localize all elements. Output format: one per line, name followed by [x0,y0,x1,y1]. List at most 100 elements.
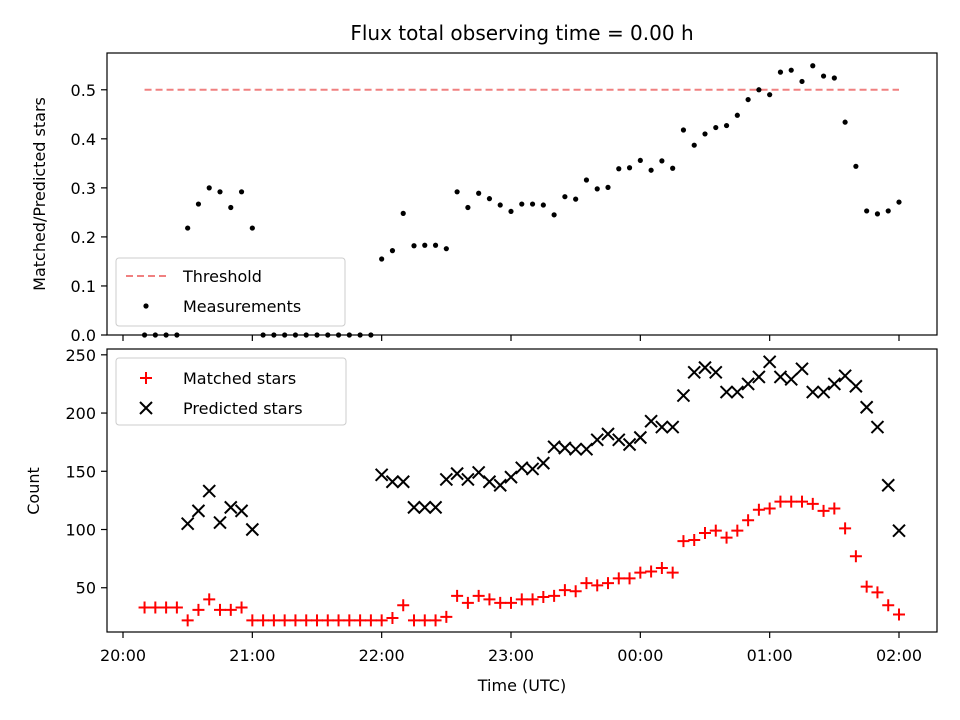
predicted-star-point [859,400,874,414]
bottom-panel-plot [138,355,906,627]
predicted-star-point [525,462,540,476]
matched-star-point [300,614,313,627]
measurement-point [400,210,406,216]
predicted-star-point [418,500,432,515]
bottom-panel-frame [106,348,938,633]
predicted-star-point [827,377,842,391]
x-tick-label: 21:00 [229,646,275,665]
measurement-point [583,177,590,183]
legend-predicted-swatch [139,401,153,415]
measurement-point [767,92,773,98]
predicted-star-point [558,441,572,455]
matched-star-point [278,614,291,627]
y-tick-label: 150 [65,462,96,481]
matched-star-point [149,601,162,614]
predicted-star-point [547,440,561,454]
predicted-star-point [396,475,410,489]
measurement-point [842,119,848,125]
y-tick-label: 0.4 [71,130,96,149]
predicted-star-point [612,433,626,447]
bottom-panel-xticks: 20:00 21:00 22:00 23:00 00:00 01:00 02:00 [100,632,922,665]
matched-star-point [429,614,442,627]
measurement-point [745,96,751,103]
predicted-star-point [741,377,755,391]
predicted-star-point [773,370,788,384]
measurement-point [249,225,255,231]
y-tick-label: 50 [76,579,96,598]
measurement-point [734,112,740,118]
measurement-point [756,87,762,93]
measurement-point [476,190,482,196]
matched-star-point [731,524,744,537]
predicted-star-point [795,362,809,376]
measurement-point [659,158,665,164]
predicted-star-point [191,504,206,518]
x-axis-label: Time (UTC) [477,676,566,695]
top-panel: 0.0 0.1 0.2 0.3 0.4 0.5 Matched/Predicted sta… [30,52,938,345]
x-tick-label: 20:00 [100,646,146,665]
y-tick-label: 250 [65,346,96,365]
top-panel-xticks [122,335,900,341]
matched-star-point [214,603,226,616]
measurement-point [228,204,234,211]
predicted-star-point [213,515,227,530]
legend-matched-swatch [140,372,152,384]
predicted-star-point [224,500,238,515]
top-legend-box [115,257,346,327]
matched-star-point [257,614,270,627]
matched-star-point [192,603,205,616]
matched-star-point [752,503,765,516]
matched-star-point [602,577,614,590]
matched-star-point [720,531,733,544]
bottom-panel: 50 100 150 200 250 20:00 21:00 22:00 23:00 00:00… [24,346,938,695]
matched-star-point [871,586,884,599]
matched-star-point [893,608,905,621]
x-tick-label: 23:00 [488,646,534,665]
predicted-star-point [676,388,691,403]
measurement-point [691,142,697,148]
top-panel-frame [106,52,938,336]
predicted-star-point [202,484,216,498]
predicted-star-point [762,355,777,369]
matched-star-point [796,495,808,508]
measurement-point [206,185,212,191]
predicted-star-point [633,430,648,445]
matched-star-point [548,589,561,602]
predicted-star-point [892,523,906,538]
measurement-point [486,196,493,202]
matched-star-point [311,614,323,627]
measurement-point [195,201,202,207]
measurement-point [238,189,245,195]
matched-star-point [321,614,334,627]
matched-star-point [408,614,420,627]
measurement-point [562,194,568,200]
measurement-point [896,199,902,205]
predicted-star-point [806,385,820,399]
measurement-point [777,69,784,75]
matched-star-point [882,599,895,612]
measurement-point [497,202,503,208]
predicted-star-point [461,472,475,487]
bottom-legend-box [115,357,347,426]
matched-star-point [839,522,852,535]
predicted-star-point [665,420,680,434]
top-y-axis-label: Matched/Predicted stars [30,97,49,291]
predicted-star-point [870,420,885,434]
predicted-star-point [719,385,734,399]
matched-star-point [634,566,647,579]
matched-star-point [699,527,711,540]
legend-threshold-label: Threshold [182,267,262,286]
matched-star-point [655,561,668,574]
x-tick-label: 22:00 [359,646,405,665]
predicted-star-point [698,360,712,375]
predicted-star-point [482,475,497,489]
predicted-star-point [601,427,615,441]
matched-star-point [666,566,679,579]
measurement-point [713,124,719,131]
y-tick-label: 0.3 [71,179,96,198]
top-panel-yticks: 0.0 0.1 0.2 0.3 0.4 0.5 [71,81,107,345]
matched-star-point [203,593,216,606]
predicted-star-point [504,470,518,484]
predicted-star-point [374,468,389,482]
matched-star-point [289,614,302,627]
